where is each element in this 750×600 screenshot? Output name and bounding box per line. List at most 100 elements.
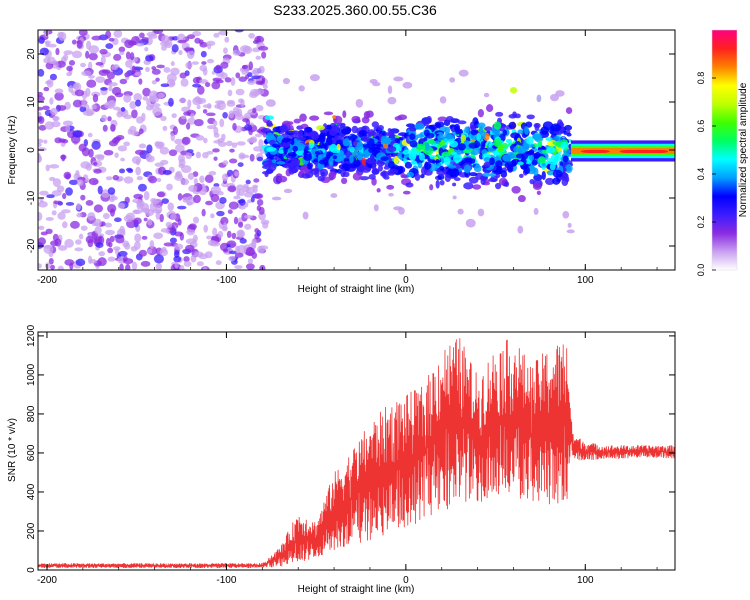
spectrogram-cell <box>112 246 121 251</box>
spectrogram-cell <box>112 174 119 181</box>
spectrogram-cell <box>62 120 73 127</box>
colorbar-ticks: 0.0 0.2 0.4 0.6 0.8 <box>696 72 716 276</box>
snr-y-ticks: 0 200 400 600 800 1000 1200 <box>26 324 675 573</box>
spectrogram-cell <box>107 256 116 262</box>
spectrogram-cell <box>123 141 131 147</box>
spectrogram-cell <box>192 234 198 243</box>
spectrogram-cell <box>328 171 337 180</box>
spectrogram-cell <box>173 255 182 263</box>
spectrogram-cell <box>340 168 346 178</box>
spectrogram-cell <box>210 213 215 219</box>
spectrogram-cell <box>299 113 307 122</box>
spectrogram-cell <box>429 184 434 191</box>
spectrogram-cell <box>229 148 235 153</box>
spectrogram-cell <box>361 166 371 173</box>
spectrogram-cell <box>212 148 220 153</box>
spectrogram-cell <box>202 267 208 270</box>
spectrogram-cell <box>107 116 112 122</box>
spectrogram-cell <box>248 61 254 71</box>
spectrogram-cell <box>330 193 338 199</box>
spectrogram-cell <box>436 162 442 167</box>
spectrogram-cell <box>237 230 244 238</box>
spectrogram-cell <box>72 130 83 138</box>
spectrogram-cell <box>215 64 222 71</box>
spectrogram-cell <box>143 191 150 201</box>
spectrogram-cell <box>380 156 389 161</box>
spectrogram-cell <box>117 202 126 209</box>
spectrogram-cell <box>188 223 197 230</box>
spectrogram-cell <box>331 149 341 154</box>
spectrogram-cell <box>410 160 418 165</box>
spectrogram-cell <box>536 94 542 103</box>
spectrogram-cell <box>204 174 214 184</box>
spectrogram-cell <box>114 217 122 223</box>
y-tick-label: -20 <box>26 238 37 253</box>
spectrogram-cell <box>49 73 57 81</box>
spectrogram-cell <box>489 157 495 166</box>
spectrogram-cell <box>157 141 165 148</box>
spectrogram-cell <box>153 232 164 239</box>
spectrogram-cell <box>285 153 296 159</box>
spectrogram-cell <box>212 120 218 127</box>
spectrogram-cell <box>233 216 239 225</box>
spectrogram-cell <box>134 149 146 155</box>
spectrogram-cell <box>220 216 229 226</box>
spectrogram-cell <box>78 233 84 240</box>
colorbar-tick-label: 0.6 <box>696 120 706 133</box>
spectrogram-cell <box>38 95 45 102</box>
spectrogram-cell <box>186 228 196 236</box>
spectrogram-cell <box>416 133 424 139</box>
spectrogram-cell <box>497 144 504 153</box>
spectrogram-cell <box>419 152 425 161</box>
spectrogram-cell <box>151 68 161 75</box>
spectrogram-cell <box>192 30 202 37</box>
spectrogram-cell <box>523 126 529 135</box>
spectrogram-cell <box>88 177 99 186</box>
spectrogram-cell <box>52 178 61 187</box>
spectrogram-cell <box>255 104 264 112</box>
spectrogram-tone-peak <box>585 149 610 154</box>
spectrogram-cell <box>162 125 168 131</box>
spectrogram-cell <box>197 97 207 104</box>
spectrogram-cell <box>424 142 430 151</box>
spectrogram-cell <box>185 61 193 69</box>
spectrogram-cell <box>169 237 177 244</box>
spectrogram-cell <box>99 48 108 55</box>
spectrogram-cell <box>252 186 258 194</box>
spectrogram-cell <box>372 82 381 87</box>
spectrogram-cell <box>82 110 94 116</box>
spectrogram-cell <box>309 115 320 121</box>
spectrogram-cell <box>517 145 527 154</box>
spectrogram-cell <box>213 156 218 161</box>
spectrogram-cell <box>70 220 80 229</box>
spectrogram-cell <box>202 109 208 114</box>
spectrogram-cell <box>245 179 251 185</box>
spectrogram-cell <box>533 207 539 215</box>
spectrogram-cell <box>552 169 563 178</box>
spectrogram-cell <box>244 124 253 131</box>
spectrogram-cell <box>180 78 189 87</box>
spectrogram-cell <box>193 178 198 185</box>
spectrogram-cell <box>177 193 183 201</box>
spectrogram-cell <box>373 204 379 212</box>
spectrogram-cell <box>74 247 84 252</box>
spectrogram-cell <box>282 77 291 85</box>
spectrogram-cell <box>495 182 502 190</box>
spectrogram-cell <box>508 121 517 129</box>
spectrogram-cell <box>443 156 451 166</box>
spectrogram-cell <box>197 85 205 95</box>
spectrogram-cell <box>196 104 201 110</box>
spectrogram-cell <box>517 195 526 203</box>
spectrogram-cell <box>234 113 244 120</box>
spectrogram-cell <box>387 168 399 175</box>
spectrogram-cell <box>309 131 320 141</box>
spectrogram-cell <box>238 76 248 82</box>
spectrogram-cell <box>118 250 128 257</box>
spectrogram-cell <box>303 126 313 133</box>
spectrogram-cell <box>219 118 225 128</box>
spectrogram-cell <box>493 121 502 130</box>
spectrogram-cell <box>105 30 112 39</box>
spectrogram-cell <box>366 157 376 165</box>
spectrogram-cell <box>61 139 69 144</box>
spectrogram-cell <box>444 126 451 134</box>
